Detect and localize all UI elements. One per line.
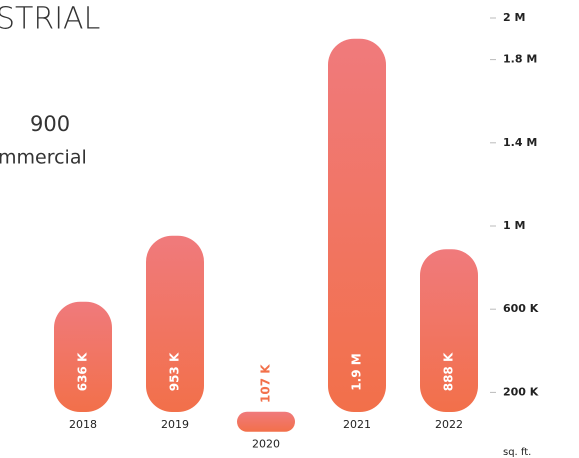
y-tick-label: 200 K bbox=[503, 385, 539, 398]
annotation: mmercial bbox=[0, 147, 87, 169]
axis-label: sq. ft. bbox=[503, 447, 531, 458]
value-label: 953 K bbox=[168, 352, 182, 391]
title: STRIAL bbox=[0, 2, 100, 37]
subtitle: 900 bbox=[30, 112, 70, 136]
x-tick-label: 2021 bbox=[343, 418, 371, 431]
x-tick-label: 2019 bbox=[161, 418, 189, 431]
y-tick-label: 1.8 M bbox=[503, 53, 537, 66]
value-label: 107 K bbox=[259, 364, 273, 403]
y-tick-label: 1.4 M bbox=[503, 136, 537, 149]
y-tick-label: 600 K bbox=[503, 302, 539, 315]
bar bbox=[328, 38, 386, 413]
x-tick-label: 2022 bbox=[435, 418, 463, 431]
bar bbox=[54, 301, 112, 412]
bar bbox=[146, 235, 204, 412]
y-tick-label: 1 M bbox=[503, 219, 525, 232]
x-tick-label: 2018 bbox=[69, 418, 97, 431]
y-tick-label: 2 M bbox=[503, 11, 525, 24]
value-label: 888 K bbox=[442, 352, 456, 391]
value-label: 1.9 M bbox=[350, 353, 364, 390]
x-tick-label: 2020 bbox=[252, 438, 280, 451]
bar bbox=[237, 411, 295, 432]
bar bbox=[420, 249, 478, 412]
value-label: 636 K bbox=[76, 352, 90, 391]
